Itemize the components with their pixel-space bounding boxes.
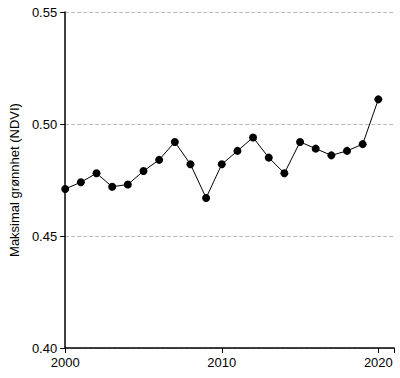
svg-text:2000: 2000 — [51, 355, 80, 370]
svg-text:2020: 2020 — [364, 355, 393, 370]
svg-text:Maksimal grønnhet (NDVI): Maksimal grønnhet (NDVI) — [7, 103, 22, 257]
svg-text:0.50: 0.50 — [32, 117, 57, 132]
svg-text:2010: 2010 — [207, 355, 236, 370]
svg-text:0.45: 0.45 — [32, 229, 57, 244]
svg-text:0.55: 0.55 — [32, 5, 57, 20]
svg-text:0.40: 0.40 — [32, 341, 57, 356]
